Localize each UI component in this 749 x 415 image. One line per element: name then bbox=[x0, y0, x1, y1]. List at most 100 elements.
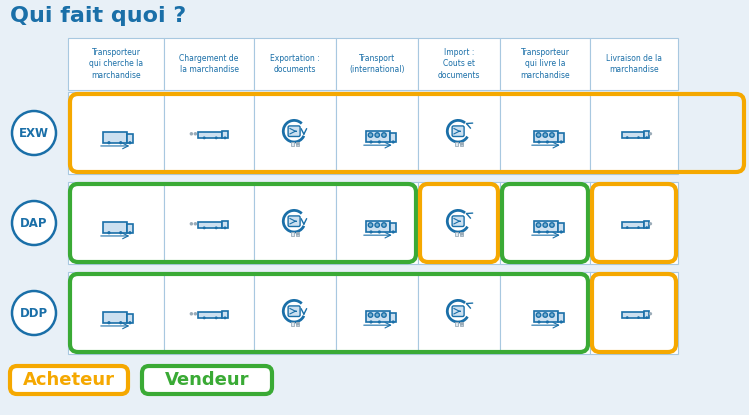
Circle shape bbox=[189, 222, 193, 226]
Bar bbox=[127, 224, 133, 233]
Circle shape bbox=[649, 312, 652, 315]
Bar bbox=[390, 223, 396, 232]
Circle shape bbox=[537, 140, 541, 144]
FancyBboxPatch shape bbox=[452, 216, 464, 227]
Bar bbox=[103, 312, 127, 323]
Bar bbox=[336, 182, 418, 264]
Circle shape bbox=[189, 132, 193, 136]
Bar bbox=[254, 38, 336, 90]
Circle shape bbox=[550, 223, 554, 227]
Circle shape bbox=[189, 312, 193, 315]
Bar bbox=[296, 142, 299, 146]
Bar bbox=[254, 92, 336, 174]
Bar bbox=[590, 38, 678, 90]
Bar bbox=[164, 38, 254, 90]
Circle shape bbox=[12, 201, 56, 245]
Bar bbox=[534, 221, 558, 232]
Bar bbox=[455, 322, 458, 326]
Bar bbox=[500, 92, 590, 174]
Bar bbox=[390, 133, 396, 142]
Bar bbox=[366, 131, 390, 142]
Bar bbox=[622, 132, 644, 137]
Bar bbox=[222, 221, 228, 228]
Circle shape bbox=[382, 313, 386, 317]
Circle shape bbox=[12, 291, 56, 335]
Circle shape bbox=[626, 136, 628, 139]
Bar bbox=[500, 272, 590, 354]
FancyBboxPatch shape bbox=[288, 126, 300, 137]
Circle shape bbox=[203, 316, 206, 319]
Circle shape bbox=[543, 133, 548, 137]
Text: EXW: EXW bbox=[19, 127, 49, 139]
Circle shape bbox=[119, 141, 122, 144]
Circle shape bbox=[537, 230, 541, 234]
Bar bbox=[590, 92, 678, 174]
FancyBboxPatch shape bbox=[288, 216, 300, 227]
Text: Transporteur
qui cherche la
marchandise: Transporteur qui cherche la marchandise bbox=[89, 48, 143, 80]
Circle shape bbox=[369, 133, 373, 137]
Bar bbox=[418, 92, 500, 174]
Bar bbox=[500, 38, 590, 90]
Text: Import :
Couts et
documents: Import : Couts et documents bbox=[437, 48, 480, 80]
Circle shape bbox=[107, 231, 111, 234]
Circle shape bbox=[223, 227, 226, 229]
Circle shape bbox=[646, 226, 648, 229]
Circle shape bbox=[223, 137, 226, 139]
Circle shape bbox=[382, 223, 386, 227]
Bar bbox=[455, 232, 458, 236]
Text: DDP: DDP bbox=[20, 307, 48, 320]
Circle shape bbox=[460, 142, 464, 146]
Bar bbox=[291, 322, 294, 326]
Circle shape bbox=[223, 316, 226, 319]
Text: Qui fait quoi ?: Qui fait quoi ? bbox=[10, 6, 187, 26]
Circle shape bbox=[296, 322, 300, 326]
Bar bbox=[558, 223, 564, 232]
Circle shape bbox=[550, 133, 554, 137]
Bar bbox=[291, 232, 294, 236]
Bar bbox=[68, 272, 164, 354]
Circle shape bbox=[194, 222, 197, 226]
Circle shape bbox=[536, 133, 541, 137]
Bar bbox=[418, 272, 500, 354]
Circle shape bbox=[377, 230, 381, 234]
Circle shape bbox=[536, 223, 541, 227]
Bar bbox=[127, 314, 133, 323]
Bar bbox=[222, 131, 228, 138]
Circle shape bbox=[626, 226, 628, 229]
Circle shape bbox=[382, 133, 386, 137]
Bar bbox=[534, 311, 558, 322]
Bar bbox=[296, 232, 299, 236]
Circle shape bbox=[537, 320, 541, 324]
Bar bbox=[622, 312, 644, 317]
Bar bbox=[296, 322, 299, 326]
Bar bbox=[198, 222, 222, 228]
Circle shape bbox=[369, 140, 372, 144]
Bar bbox=[222, 311, 228, 318]
Text: Livraison de la
marchandise: Livraison de la marchandise bbox=[606, 54, 662, 74]
Bar bbox=[644, 221, 649, 227]
Text: Chargement de
la marchandise: Chargement de la marchandise bbox=[179, 54, 239, 74]
Text: Exportation :
documents: Exportation : documents bbox=[270, 54, 320, 74]
Bar bbox=[622, 222, 644, 227]
Bar bbox=[644, 131, 649, 137]
Bar bbox=[254, 272, 336, 354]
Circle shape bbox=[215, 137, 218, 139]
Circle shape bbox=[215, 227, 218, 229]
Bar bbox=[103, 222, 127, 233]
Bar bbox=[198, 132, 222, 138]
Circle shape bbox=[107, 141, 111, 144]
FancyBboxPatch shape bbox=[288, 306, 300, 317]
Bar bbox=[460, 142, 463, 146]
Bar bbox=[558, 133, 564, 142]
Circle shape bbox=[128, 321, 132, 325]
Bar bbox=[460, 232, 463, 236]
Circle shape bbox=[460, 232, 464, 236]
Bar bbox=[418, 38, 500, 90]
Circle shape bbox=[550, 313, 554, 317]
Bar bbox=[164, 272, 254, 354]
Text: Transporteur
qui livre la
marchandise: Transporteur qui livre la marchandise bbox=[521, 48, 570, 80]
Circle shape bbox=[194, 312, 197, 315]
Bar bbox=[558, 313, 564, 322]
FancyBboxPatch shape bbox=[452, 126, 464, 137]
Circle shape bbox=[375, 133, 380, 137]
